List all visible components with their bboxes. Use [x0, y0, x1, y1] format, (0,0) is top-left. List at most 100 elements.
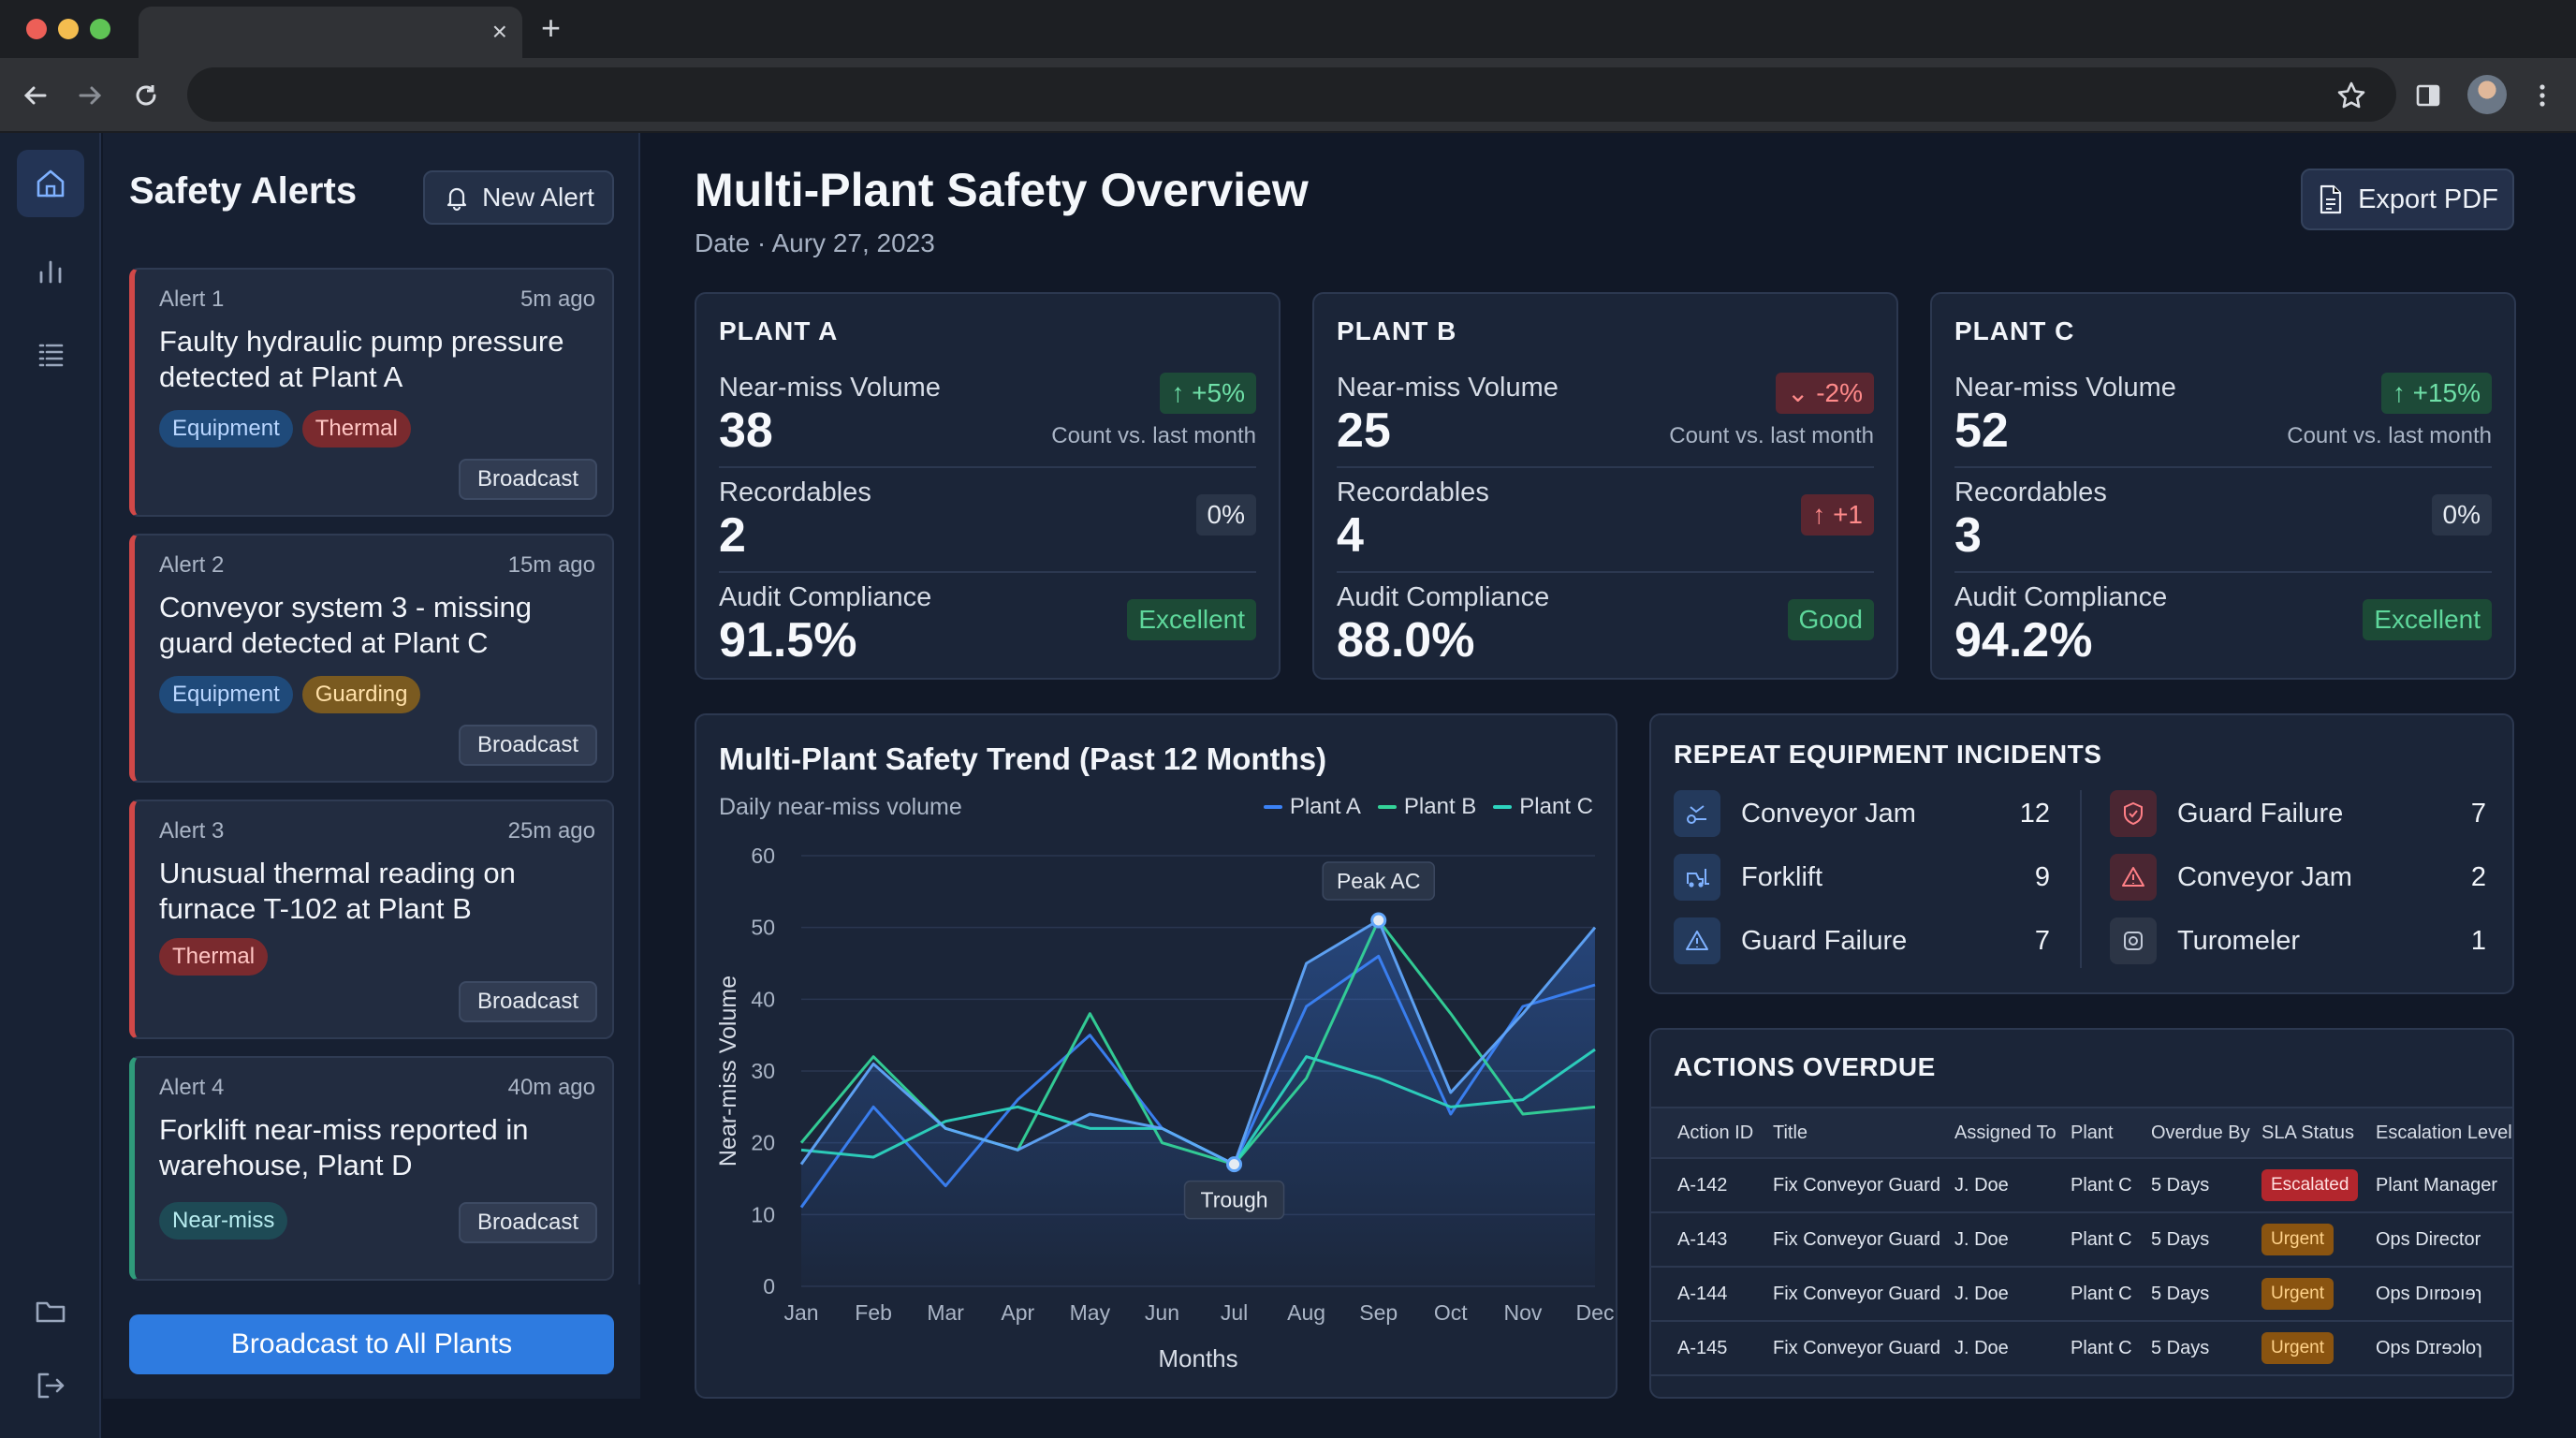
annotation-label: Trough [1201, 1188, 1268, 1212]
table-row[interactable]: A-143 Fix Conveyor Guard J. Doe Plant C 5 Da… [1651, 1213, 2512, 1268]
table-cell-assigned: J. Doe [1954, 1174, 2009, 1196]
incident-row[interactable]: Turomeler 1 [2110, 917, 2486, 964]
broadcast-button[interactable]: Broadcast [459, 981, 597, 1022]
x-tick-label: Apr [1001, 1300, 1034, 1325]
close-window-button[interactable] [26, 19, 47, 39]
table-cell-overdue: 5 Days [2151, 1283, 2210, 1304]
near-miss-delta: ↑ +5% [1160, 373, 1256, 414]
back-icon[interactable] [17, 77, 54, 114]
tab-close-icon[interactable]: × [491, 17, 507, 46]
page-title: Multi-Plant Safety Overview [695, 164, 1309, 216]
plant-card-a: PLANT A Near-miss Volume 38 ↑ +5% Count … [695, 292, 1281, 680]
alert-card[interactable]: Alert 4 40m ago Forklift near-miss repor… [129, 1056, 614, 1281]
safety-trend-chart: Multi-Plant Safety Trend (Past 12 Months… [695, 713, 1617, 1399]
plant-name: PLANT A [719, 316, 839, 345]
alert-card[interactable]: Alert 2 15m ago Conveyor system 3 - miss… [129, 534, 614, 783]
nav-files[interactable] [17, 1277, 84, 1344]
broadcast-button[interactable]: Broadcast [459, 1202, 597, 1243]
annotation-point [1370, 912, 1387, 929]
column-header[interactable]: Assigned To [1954, 1122, 2056, 1143]
tag-thermal: Thermal [301, 410, 411, 448]
legend-item[interactable]: Plant C [1493, 794, 1593, 820]
recordables-delta: 0% [2431, 494, 2492, 536]
maximize-window-button[interactable] [90, 19, 110, 39]
nav-logout[interactable] [17, 1352, 84, 1419]
alert-text: Conveyor system 3 - missing guard detect… [159, 591, 532, 659]
column-header[interactable]: Escalation Level [2376, 1122, 2512, 1143]
x-tick-label: Jun [1145, 1300, 1179, 1325]
audit-status: Excellent [2363, 599, 2492, 640]
export-pdf-label: Export PDF [2358, 183, 2498, 214]
x-tick-label: Sep [1359, 1300, 1398, 1325]
legend-item[interactable]: Plant B [1377, 794, 1477, 820]
x-tick-label: Oct [1434, 1300, 1468, 1325]
incident-count: 2 [2470, 861, 2486, 892]
shield-icon [2110, 790, 2157, 837]
legend-label: Plant B [1403, 794, 1477, 819]
table-cell-assigned: J. Doe [1954, 1228, 2009, 1250]
minimize-window-button[interactable] [58, 19, 79, 39]
tag-guarding: Guarding [301, 676, 421, 713]
delta-value: +1 [1833, 500, 1863, 529]
x-tick-label: Dec [1576, 1300, 1615, 1325]
profile-avatar[interactable] [2467, 75, 2507, 114]
browser-tab[interactable]: × [139, 7, 522, 58]
broadcast-button[interactable]: Broadcast [459, 725, 597, 766]
chart-legend: Plant A Plant B Plant C [1263, 794, 1593, 820]
column-header[interactable]: Title [1773, 1122, 1808, 1143]
browser-menu-icon[interactable] [2524, 77, 2561, 114]
near-miss-label: Near-miss Volume [1337, 373, 1559, 403]
alert-card[interactable]: Alert 3 25m ago Unusual thermal reading … [129, 800, 614, 1039]
near-miss-delta: ⌄ -2% [1775, 373, 1874, 414]
sla-status-cell: Urgent [2261, 1268, 2334, 1320]
incident-count: 7 [2470, 798, 2486, 829]
column-header[interactable]: Action ID [1677, 1122, 1754, 1143]
export-pdf-button[interactable]: Export PDF [2301, 169, 2514, 230]
incident-row[interactable]: Guard Failure 7 [1674, 917, 2050, 964]
table-cell-overdue: 5 Days [2151, 1337, 2210, 1358]
column-header[interactable]: Plant [2071, 1122, 2114, 1143]
recordables-label: Recordables [719, 477, 871, 507]
x-tick-label: Mar [927, 1300, 964, 1325]
legend-item[interactable]: Plant A [1263, 794, 1361, 820]
side-panel-icon[interactable] [2409, 77, 2447, 114]
forward-icon[interactable] [71, 77, 109, 114]
sla-status-cell: Urgent [2261, 1322, 2334, 1374]
alerts-title: Safety Alerts [129, 170, 358, 212]
alert-card[interactable]: Alert 1 5m ago Faulty hydraulic pump pre… [129, 268, 614, 517]
new-alert-label: New Alert [482, 183, 594, 212]
new-alert-button[interactable]: New Alert [423, 170, 614, 225]
series-line-peak [799, 918, 1597, 1167]
alert-number: Alert 4 [159, 1075, 225, 1100]
audit-value: 88.0% [1337, 613, 1475, 668]
logout-icon [37, 1372, 65, 1399]
plant-name: PLANT C [1954, 316, 2075, 345]
incident-row[interactable]: Conveyor Jam 12 [1674, 790, 2050, 837]
folder-icon [36, 1301, 66, 1323]
table-cell-level: Ops Dırɒɔıɘɿ [2376, 1283, 2482, 1304]
address-bar[interactable] [187, 67, 2396, 122]
recordables-value: 2 [719, 508, 746, 563]
new-tab-button[interactable]: + [541, 8, 562, 47]
broadcast-button[interactable]: Broadcast [459, 459, 597, 500]
broadcast-all-button[interactable]: Broadcast to All Plants [129, 1314, 614, 1374]
column-header[interactable]: SLA Status [2261, 1122, 2354, 1143]
nav-home[interactable] [17, 150, 84, 217]
divider [719, 571, 1256, 573]
table-body: A-142 Fix Conveyor Guard J. Doe Plant C 5 Da… [1651, 1159, 2512, 1376]
bookmark-star-icon[interactable] [2333, 77, 2370, 114]
nav-list[interactable] [17, 320, 84, 388]
table-row[interactable]: A-145 Fix Conveyor Guard J. Doe Plant C 5 Da… [1651, 1322, 2512, 1376]
audit-status: Good [1787, 599, 1874, 640]
nav-analytics[interactable] [17, 238, 84, 305]
divider [1337, 466, 1874, 468]
table-row[interactable]: A-142 Fix Conveyor Guard J. Doe Plant C 5 Da… [1651, 1159, 2512, 1213]
column-header[interactable]: Overdue By [2151, 1122, 2250, 1143]
incident-row[interactable]: Guard Failure 7 [2110, 790, 2486, 837]
table-row[interactable]: A-144 Fix Conveyor Guard J. Doe Plant C 5 Da… [1651, 1268, 2512, 1322]
y-tick-label: 40 [751, 987, 775, 1011]
incident-row[interactable]: Conveyor Jam 2 [2110, 854, 2486, 901]
incident-row[interactable]: Forklift 9 [1674, 854, 2050, 901]
reload-icon[interactable] [127, 77, 165, 114]
audit-label: Audit Compliance [1954, 582, 2168, 612]
